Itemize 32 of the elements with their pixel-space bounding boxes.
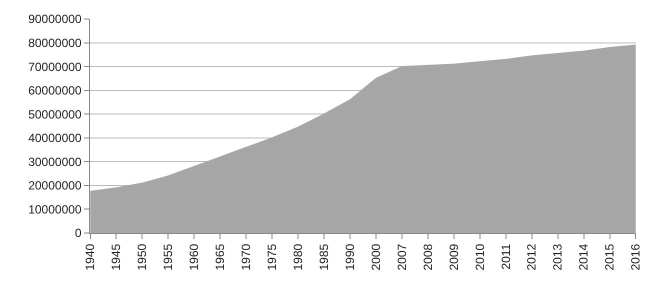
y-tick-label: 70000000	[28, 60, 82, 74]
y-tick-label: 80000000	[28, 36, 82, 50]
x-tick-label: 2016	[628, 243, 643, 271]
y-tick-label: 50000000	[28, 107, 82, 122]
x-tick-label: 1990	[342, 243, 357, 271]
x-tick-label: 1950	[135, 243, 150, 271]
x-tick-label: 1965	[213, 243, 228, 271]
x-tick-label: 1955	[161, 243, 176, 271]
x-tick-label: 1970	[239, 243, 254, 271]
x-tick-label: 2013	[550, 243, 565, 271]
x-tick-label: 2009	[446, 243, 461, 271]
x-tick-label: 1940	[83, 243, 98, 271]
y-tick-label: 0	[74, 226, 82, 240]
x-tick-label: 2008	[420, 243, 435, 271]
x-tick-label: 2000	[368, 243, 383, 271]
x-tick-label: 1980	[290, 243, 305, 271]
x-tick-label: 2007	[394, 243, 409, 271]
y-tick-label: 30000000	[28, 154, 82, 169]
x-tick-label: 1985	[316, 243, 331, 271]
y-tick-label: 40000000	[28, 131, 82, 146]
x-tick-label: 2014	[576, 243, 591, 271]
x-tick-label: 1960	[187, 243, 202, 271]
x-tick-label: 2012	[524, 243, 539, 271]
x-tick-label: 2015	[602, 243, 617, 271]
y-tick-label: 90000000	[28, 12, 82, 26]
x-tick-label: 2010	[472, 243, 487, 271]
x-tick-label: 1945	[109, 243, 124, 271]
x-tick-label: 2011	[498, 243, 513, 270]
y-tick-label: 60000000	[28, 84, 82, 98]
x-tick-label: 1975	[264, 243, 279, 271]
y-tick-label: 10000000	[28, 202, 82, 216]
y-tick-label: 20000000	[28, 178, 82, 193]
